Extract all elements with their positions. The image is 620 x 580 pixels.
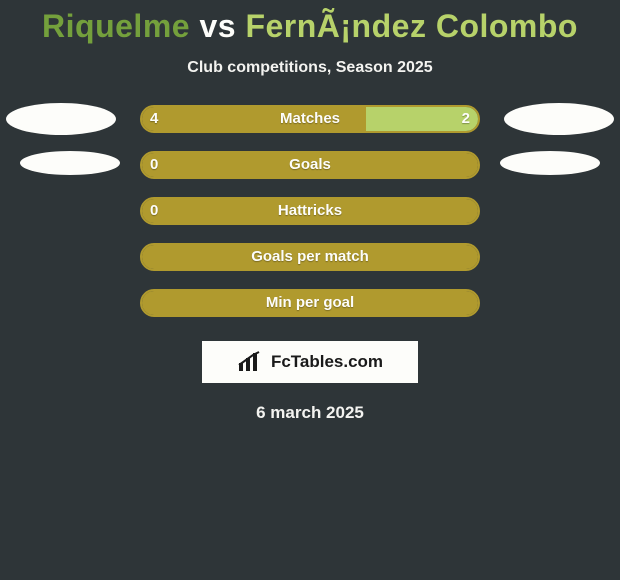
brand-text: FcTables.com: [271, 352, 383, 372]
stat-row: Matches4 2: [0, 105, 620, 151]
stat-row: Goals per match: [0, 243, 620, 289]
footer-date: 6 march 2025: [0, 403, 620, 423]
player-badge-right: [504, 103, 614, 135]
stat-bar: Goals0: [140, 151, 480, 179]
stat-value-left: 0: [150, 199, 158, 223]
stat-bar: Min per goal: [140, 289, 480, 317]
subtitle: Club competitions, Season 2025: [0, 59, 620, 77]
stat-label: Matches: [142, 107, 478, 131]
player-badge-right: [500, 151, 600, 175]
player1-name: Riquelme: [42, 8, 190, 44]
stat-row: Goals0: [0, 151, 620, 197]
comparison-title: Riquelme vs FernÃ¡ndez Colombo: [0, 0, 620, 45]
stat-rows: Matches42Goals0Hattricks0Goals per match…: [0, 105, 620, 335]
chart-icon: [237, 351, 265, 373]
stat-bar: Goals per match: [140, 243, 480, 271]
stat-value-left: 4: [150, 107, 158, 131]
stat-bar: Hattricks0: [140, 197, 480, 225]
stat-value-left: 0: [150, 153, 158, 177]
stat-row: Min per goal: [0, 289, 620, 335]
stat-label: Hattricks: [142, 199, 478, 223]
brand-logo: FcTables.com: [202, 341, 418, 383]
player-badge-left: [6, 103, 116, 135]
player-badge-left: [20, 151, 120, 175]
vs-word: vs: [190, 8, 245, 44]
stat-value-right: 2: [462, 107, 470, 131]
player2-name: FernÃ¡ndez Colombo: [245, 8, 578, 44]
stat-bar: Matches4 2: [140, 105, 480, 133]
stat-label: Goals: [142, 153, 478, 177]
stat-row: Hattricks0: [0, 197, 620, 243]
stat-label: Min per goal: [142, 291, 478, 315]
stat-label: Goals per match: [142, 245, 478, 269]
